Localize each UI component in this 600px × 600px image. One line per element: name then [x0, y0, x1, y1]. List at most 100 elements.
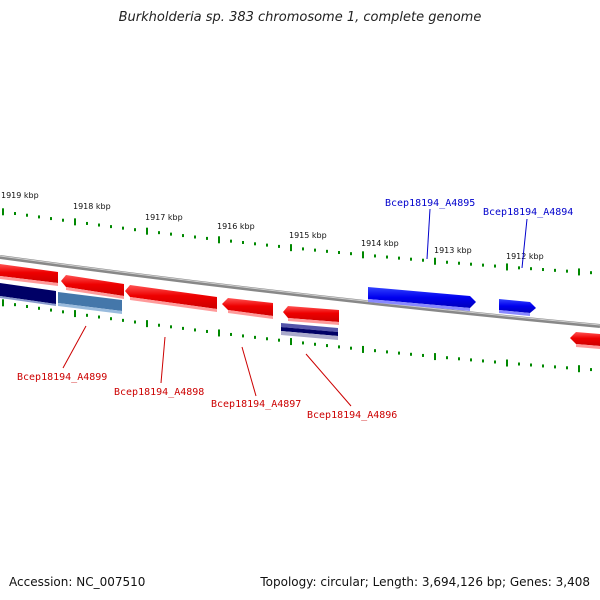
minor-tick [86, 221, 88, 225]
gene-arrow[interactable] [576, 344, 600, 349]
gene-arrow[interactable] [222, 298, 273, 316]
minor-tick [326, 249, 328, 253]
minor-tick [170, 232, 172, 236]
minor-tick [110, 317, 112, 321]
minor-tick [266, 337, 268, 341]
minor-tick [86, 313, 88, 317]
minor-tick [38, 306, 40, 310]
gene-arrow[interactable] [66, 287, 124, 299]
minor-tick [182, 326, 184, 330]
major-tick [578, 268, 580, 276]
gene-arrow[interactable] [61, 275, 124, 296]
feature-block[interactable] [281, 331, 338, 340]
feature-block[interactable] [58, 303, 122, 314]
gene-arrow[interactable] [288, 318, 339, 325]
major-tick [218, 329, 220, 337]
minor-tick [134, 228, 136, 232]
scale-label: 1917 kbp [145, 213, 183, 222]
feature-block[interactable] [281, 327, 338, 336]
gene-arrow[interactable] [499, 299, 536, 313]
gene-arrow[interactable] [0, 264, 58, 283]
gene-label[interactable]: Bcep18194_A4897 [211, 399, 301, 410]
map-title: Burkholderia sp. 383 chromosome 1, compl… [118, 10, 482, 25]
gene-arrow[interactable] [368, 287, 476, 308]
gene-label[interactable]: Bcep18194_A4898 [114, 387, 204, 398]
feature-block[interactable] [58, 292, 122, 311]
outer-scale-track [2, 208, 592, 276]
minor-tick [122, 226, 124, 230]
major-tick [2, 299, 4, 307]
minor-tick [386, 255, 388, 259]
gene-arrow[interactable] [228, 310, 273, 319]
minor-tick [254, 335, 256, 339]
minor-tick [338, 251, 340, 255]
minor-tick [98, 223, 100, 227]
genome-summary-text: Topology: circular; Length: 3,694,126 bp… [260, 575, 590, 589]
minor-tick [530, 267, 532, 271]
minor-tick [542, 268, 544, 272]
feature-block[interactable] [0, 296, 56, 306]
minor-tick [398, 351, 400, 355]
gene-label[interactable]: Bcep18194_A4894 [483, 207, 573, 218]
minor-tick [158, 231, 160, 235]
gene-label[interactable]: Bcep18194_A4899 [17, 372, 107, 383]
minor-tick [410, 257, 412, 261]
major-tick [506, 263, 508, 271]
minor-tick [230, 239, 232, 243]
minor-tick [566, 366, 568, 370]
minor-tick [518, 362, 520, 366]
minor-tick [26, 304, 28, 308]
minor-tick [14, 212, 16, 216]
minor-tick [194, 235, 196, 239]
gene-forward-track [0, 264, 600, 349]
minor-tick [470, 358, 472, 362]
major-tick [74, 218, 76, 226]
gene-leader-lines [62, 208, 528, 407]
minor-tick [206, 329, 208, 333]
major-tick [434, 353, 436, 361]
gene-arrow[interactable] [125, 285, 217, 309]
minor-tick [230, 332, 232, 336]
scale-label: 1918 kbp [73, 202, 111, 211]
minor-tick [50, 217, 52, 221]
minor-tick [554, 268, 556, 272]
minor-tick [374, 349, 376, 353]
minor-tick [62, 310, 64, 314]
minor-tick [590, 368, 592, 372]
minor-tick [566, 269, 568, 273]
minor-tick [398, 256, 400, 260]
minor-tick [50, 308, 52, 312]
minor-tick [446, 260, 448, 264]
gene-label[interactable]: Bcep18194_A4896 [307, 410, 397, 421]
minor-tick [170, 325, 172, 329]
minor-tick [518, 266, 520, 270]
minor-tick [122, 318, 124, 322]
minor-tick [530, 363, 532, 367]
minor-tick [242, 240, 244, 244]
gene-arrow[interactable] [368, 299, 470, 311]
minor-tick [410, 352, 412, 356]
minor-tick [458, 261, 460, 265]
gene-arrow[interactable] [283, 306, 339, 322]
minor-tick [482, 263, 484, 267]
minor-tick [494, 360, 496, 364]
minor-tick [302, 341, 304, 345]
major-tick [362, 251, 364, 259]
minor-tick [458, 357, 460, 361]
gene-arrow[interactable] [130, 297, 217, 312]
minor-tick [542, 364, 544, 368]
gene-label[interactable]: Bcep18194_A4895 [385, 198, 475, 209]
gene-arrow[interactable] [0, 276, 58, 286]
gene-arrow[interactable] [570, 332, 600, 346]
minor-tick [470, 262, 472, 266]
minor-tick [494, 264, 496, 268]
feature-block[interactable] [281, 323, 338, 332]
major-tick [578, 365, 580, 373]
minor-tick [350, 252, 352, 256]
minor-tick [242, 334, 244, 338]
major-tick [290, 338, 292, 346]
feature-block[interactable] [0, 283, 56, 304]
gene-arrow[interactable] [499, 310, 530, 316]
minor-tick [482, 359, 484, 363]
major-tick [218, 236, 220, 244]
